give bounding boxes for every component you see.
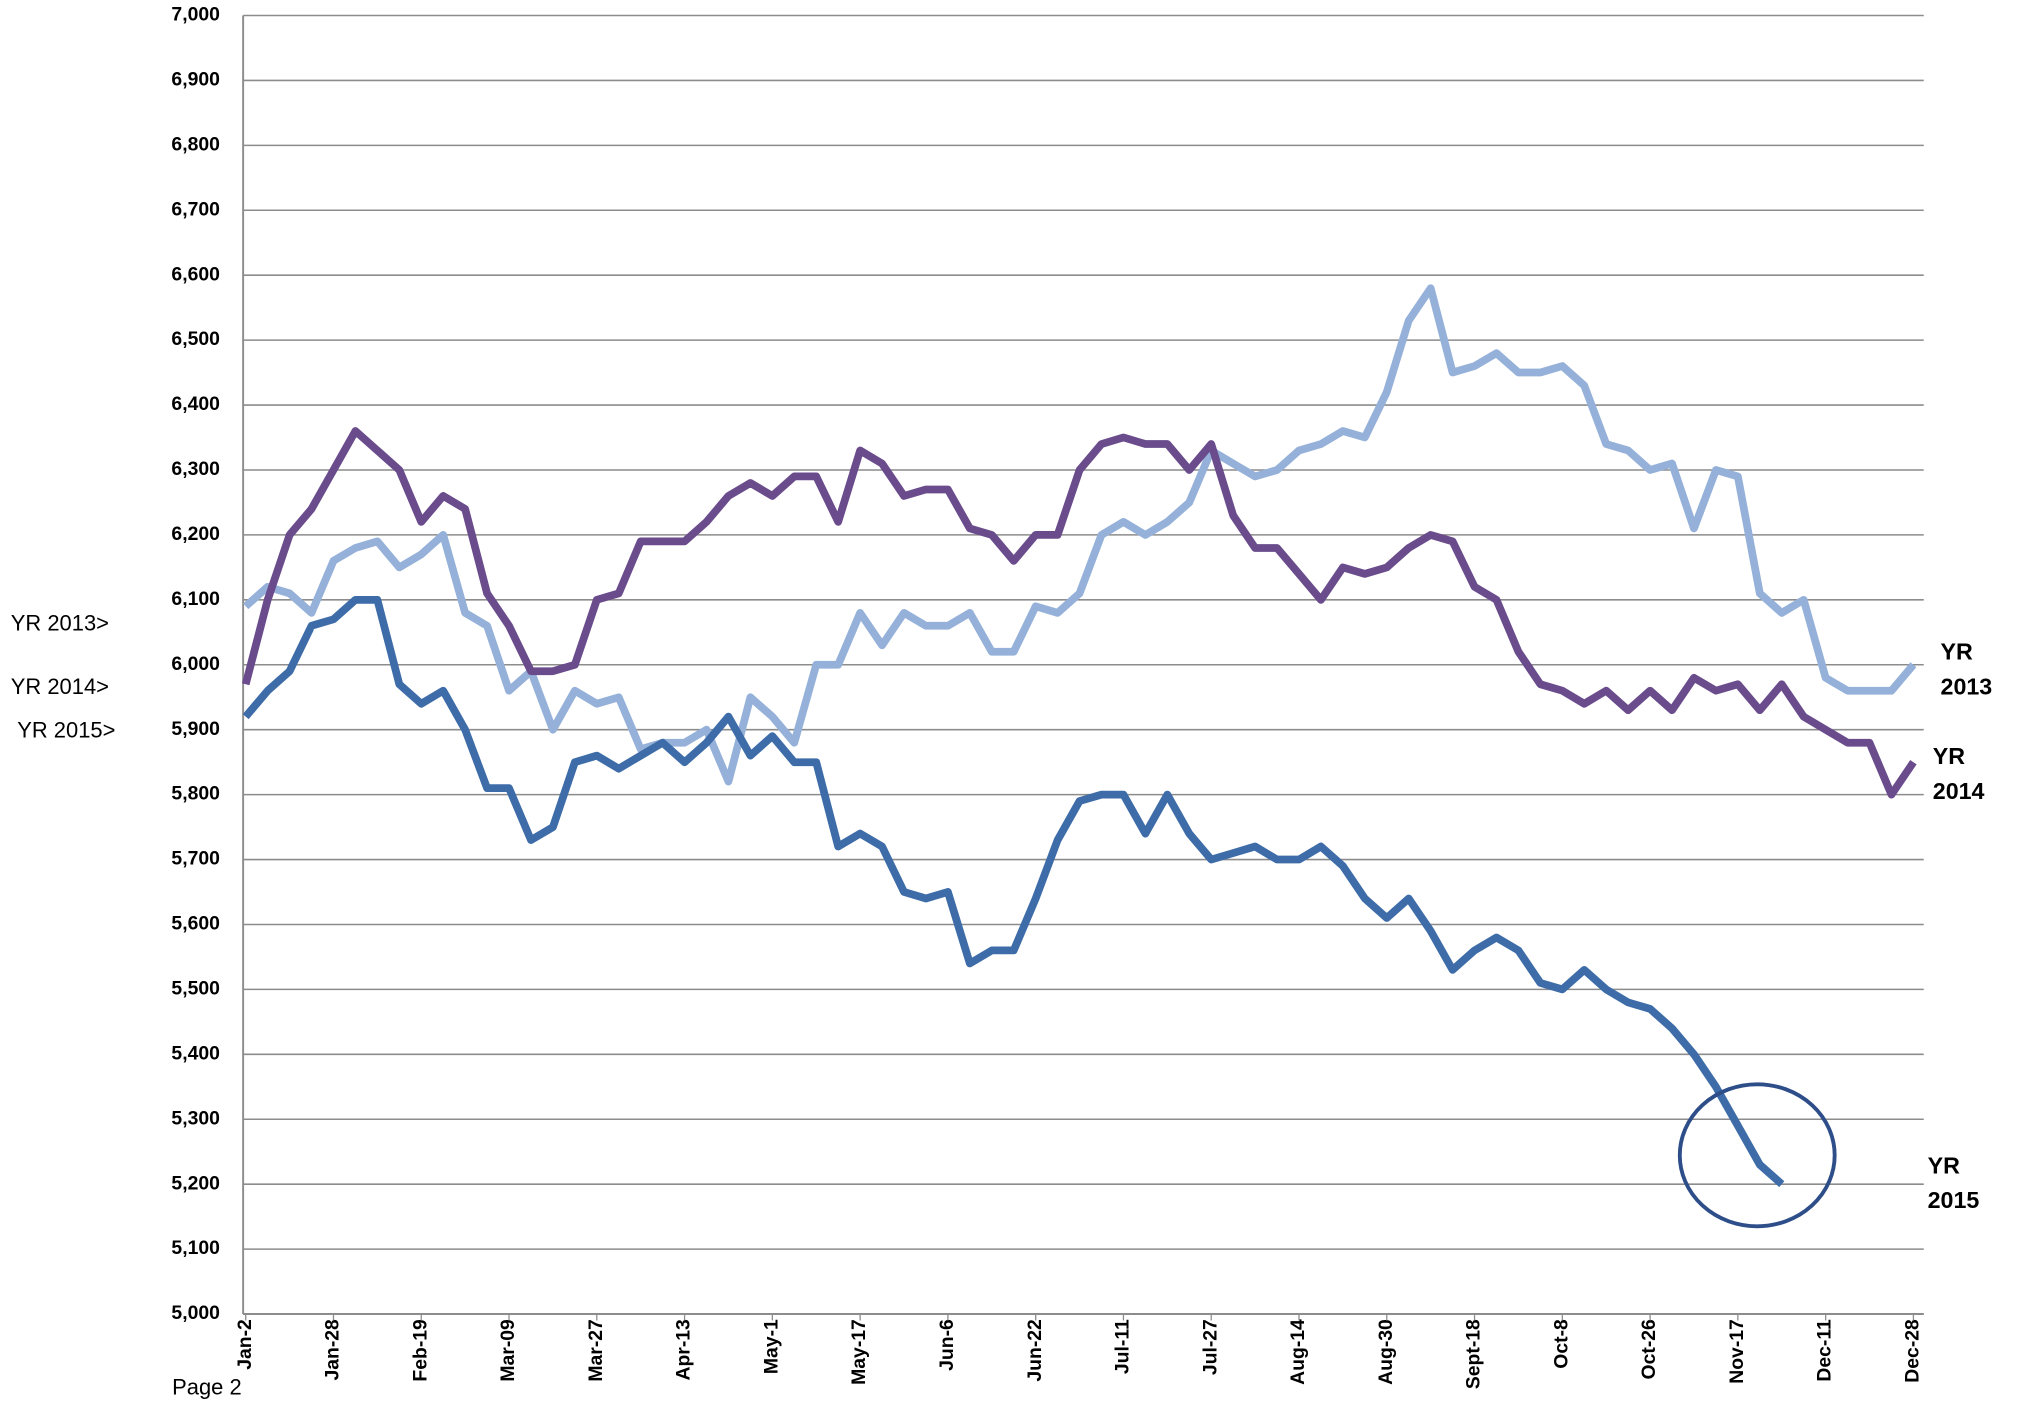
y-tick-label: 5,500 <box>171 978 219 1000</box>
x-tick-label: Dec-28 <box>1902 1319 1924 1383</box>
series-line <box>243 284 1917 786</box>
x-tick-label: Jul-11 <box>1112 1319 1134 1374</box>
x-tick-label: Jan-28 <box>322 1319 344 1381</box>
x-tick-label: Jan-2 <box>234 1319 256 1370</box>
x-tick-label: Oct-8 <box>1550 1319 1572 1369</box>
y-tick-label: 7,000 <box>171 4 219 26</box>
y-tick-label: 5,800 <box>171 783 219 805</box>
y-tick-label: 5,400 <box>171 1042 219 1064</box>
y-tick-label: 5,600 <box>171 913 219 935</box>
series-line <box>241 427 1917 799</box>
annotation: YR 2013> <box>11 611 109 636</box>
annotation: YR 2015> <box>17 718 115 743</box>
series-label: YR 2015 <box>1927 1152 1980 1214</box>
y-tick-label: 6,600 <box>171 263 219 285</box>
y-tick-label: 5,300 <box>171 1107 219 1129</box>
series-label-box: YR 2013 <box>1940 638 1993 700</box>
y-tick-label: 6,400 <box>171 393 219 415</box>
y-tick-label: 6,900 <box>171 69 219 91</box>
y-tick-label: 5,000 <box>171 1302 219 1324</box>
page-footer: Page 2 <box>172 1375 242 1400</box>
x-tick-label: Jul-27 <box>1199 1319 1221 1375</box>
y-tick-label: 6,000 <box>171 653 219 675</box>
x-tick-label: Mar-09 <box>497 1319 519 1382</box>
x-tick-label: Mar-27 <box>585 1319 607 1381</box>
y-tick-label: 6,100 <box>171 588 219 610</box>
y-tick-label: 6,700 <box>171 198 219 220</box>
x-tick-label: Aug-30 <box>1375 1319 1397 1385</box>
y-tick-label: 6,300 <box>171 458 219 480</box>
series-label-box: YR 2015 <box>1927 1152 1980 1214</box>
series-label-box: YR 2014 <box>1932 743 1985 805</box>
y-tick-label: 5,100 <box>171 1237 219 1259</box>
x-tick-label: Nov-17 <box>1726 1319 1748 1384</box>
x-tick-label: Aug-14 <box>1287 1319 1309 1385</box>
y-tick-label: 6,200 <box>171 523 219 545</box>
series-line <box>242 595 1785 1188</box>
x-tick-label: Oct-26 <box>1638 1319 1660 1379</box>
y-tick-label: 5,700 <box>171 848 219 870</box>
y-tick-label: 6,500 <box>171 328 219 350</box>
x-tick-label: Feb-19 <box>409 1319 431 1382</box>
y-tick-label: 5,200 <box>171 1172 219 1194</box>
x-tick-label: Apr-13 <box>673 1319 695 1381</box>
x-tick-label: Jun-6 <box>936 1319 958 1371</box>
y-tick-label: 6,800 <box>171 133 219 155</box>
x-tick-label: Jun-22 <box>1024 1319 1046 1381</box>
series-label: YR 2013 <box>1940 638 1993 700</box>
highlight-circle <box>1677 1082 1837 1229</box>
x-tick-label: Sept-18 <box>1463 1319 1485 1389</box>
y-tick-label: 5,900 <box>171 718 219 740</box>
x-tick-label: May-17 <box>848 1319 870 1385</box>
annotation: YR 2014> <box>11 674 109 699</box>
series-label: YR 2014 <box>1932 743 1985 805</box>
x-tick-label: May-1 <box>760 1319 782 1374</box>
x-tick-label: Dec-11 <box>1814 1319 1836 1382</box>
